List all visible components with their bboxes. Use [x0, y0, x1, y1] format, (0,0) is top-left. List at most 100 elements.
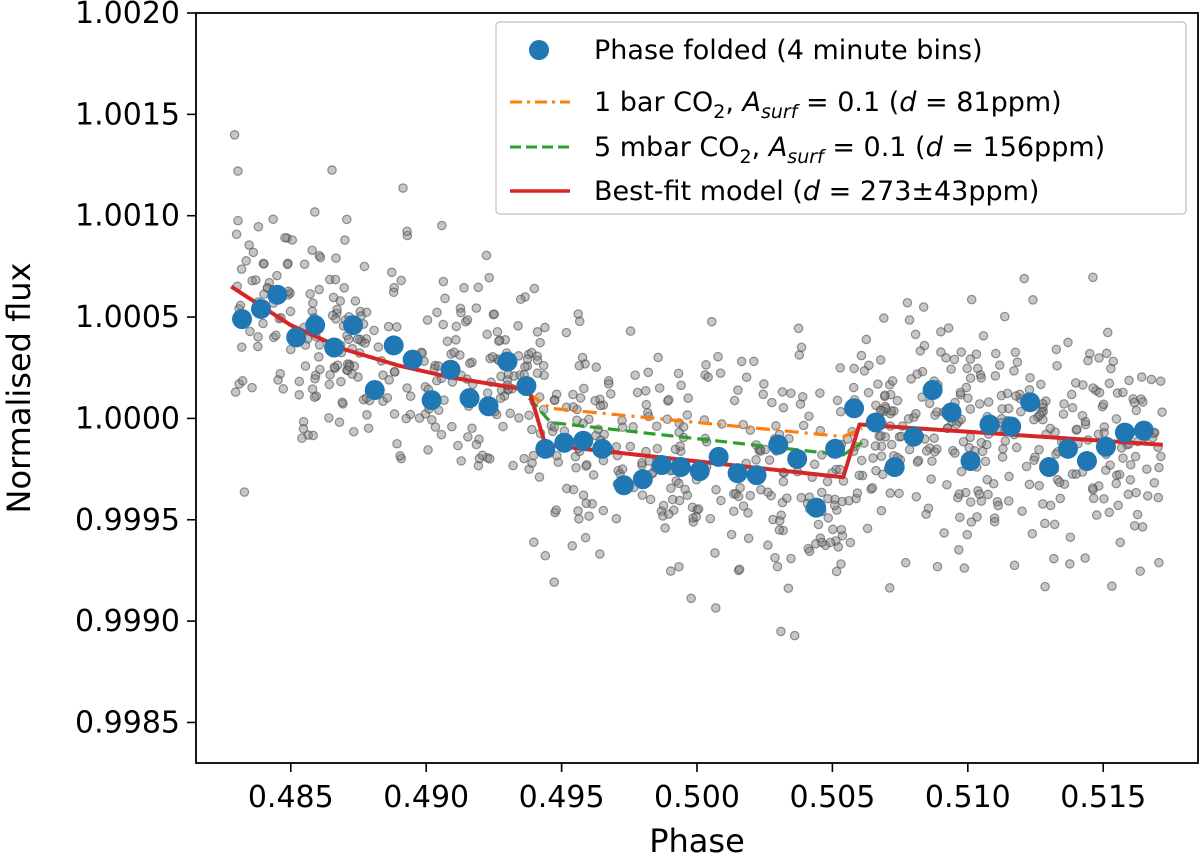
raw-point	[527, 424, 537, 435]
raw-point	[373, 342, 384, 352]
raw-point	[307, 306, 318, 317]
raw-point	[456, 307, 466, 318]
raw-point	[1100, 465, 1111, 476]
raw-point	[1067, 469, 1078, 479]
raw-point	[966, 294, 977, 305]
binned-point	[440, 359, 461, 380]
raw-point	[574, 514, 584, 524]
raw-point	[567, 541, 578, 551]
raw-point	[1080, 553, 1090, 563]
raw-point	[1118, 387, 1128, 398]
binned-point	[573, 430, 594, 451]
raw-point	[630, 370, 640, 381]
binned-point	[364, 380, 385, 401]
raw-point	[1034, 480, 1045, 491]
raw-point	[1125, 459, 1136, 470]
x-tick-label: 0.495	[519, 780, 605, 815]
raw-point	[309, 392, 320, 403]
raw-point	[962, 363, 972, 374]
raw-point	[529, 283, 540, 294]
raw-point	[330, 274, 341, 285]
raw-point	[1003, 496, 1014, 506]
binned-point	[651, 455, 672, 476]
raw-point	[248, 247, 259, 258]
binned-point	[1114, 422, 1135, 443]
raw-point	[1124, 375, 1134, 386]
raw-point	[390, 367, 400, 377]
raw-point	[665, 566, 676, 576]
binned-point	[250, 298, 271, 319]
raw-point	[534, 472, 545, 482]
binned-point	[1058, 438, 1079, 459]
raw-point	[729, 395, 740, 406]
raw-point	[1065, 532, 1076, 543]
raw-point	[1138, 397, 1148, 407]
x-axis-label: Phase	[649, 822, 745, 857]
binned-point	[670, 457, 691, 478]
binned-point	[516, 375, 537, 396]
raw-point	[804, 411, 814, 422]
raw-point	[561, 327, 572, 338]
raw-point	[641, 399, 652, 410]
raw-point	[264, 277, 275, 288]
raw-point	[1049, 553, 1059, 564]
raw-point	[611, 441, 622, 452]
raw-point	[946, 364, 956, 374]
binned-point	[727, 463, 748, 484]
raw-point	[1011, 442, 1022, 453]
raw-point	[965, 354, 976, 364]
legend-marker-binned	[529, 40, 549, 60]
binned-point	[884, 457, 905, 478]
raw-point	[736, 356, 747, 367]
binned-point	[343, 315, 364, 336]
raw-point	[1114, 469, 1125, 480]
raw-point	[426, 415, 437, 425]
raw-point	[789, 630, 800, 641]
raw-point	[674, 427, 684, 438]
raw-point	[974, 489, 985, 499]
raw-point	[440, 293, 450, 304]
raw-point	[989, 516, 1000, 527]
raw-point	[978, 331, 989, 341]
raw-point	[823, 513, 834, 523]
raw-point	[1078, 380, 1088, 390]
raw-point	[328, 292, 339, 303]
raw-point	[1040, 581, 1050, 592]
raw-point	[1027, 528, 1038, 539]
raw-point	[856, 350, 867, 361]
raw-point	[573, 309, 584, 319]
raw-point	[993, 500, 1004, 511]
raw-point	[467, 423, 477, 434]
raw-point	[793, 323, 804, 334]
raw-point	[816, 487, 827, 498]
raw-point	[236, 342, 247, 352]
raw-point	[625, 326, 636, 336]
raw-point	[588, 470, 599, 480]
raw-point	[359, 261, 370, 272]
raw-point	[686, 593, 696, 604]
raw-point	[637, 458, 647, 468]
raw-point	[334, 417, 345, 428]
raw-point	[571, 462, 581, 473]
raw-point	[327, 165, 337, 175]
raw-point	[580, 532, 591, 543]
raw-point	[876, 451, 887, 462]
raw-point	[310, 207, 320, 217]
x-tick-label: 0.490	[383, 780, 469, 815]
raw-point	[294, 390, 305, 400]
raw-point	[1025, 372, 1035, 383]
raw-point	[492, 326, 503, 337]
raw-point	[743, 533, 754, 544]
raw-point	[809, 459, 820, 470]
raw-point	[581, 461, 591, 471]
raw-point	[798, 420, 809, 431]
raw-point	[382, 393, 393, 403]
raw-point	[527, 458, 537, 468]
raw-point	[976, 373, 987, 383]
binned-points-layer	[232, 284, 1154, 518]
x-axis-ticks: 0.485 0.490 0.495 0.500 0.505 0.510 0.515	[248, 763, 1146, 815]
raw-point	[923, 503, 934, 514]
raw-point	[997, 452, 1008, 462]
raw-point	[778, 402, 789, 413]
raw-point	[453, 440, 463, 451]
